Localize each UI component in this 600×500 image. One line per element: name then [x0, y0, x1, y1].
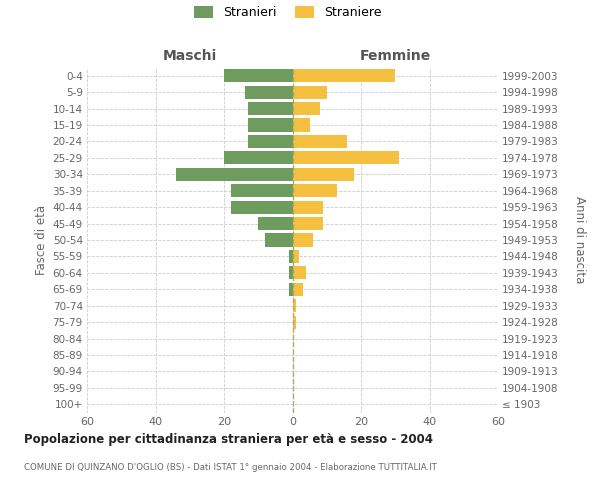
Bar: [293, 266, 306, 280]
Bar: [289, 282, 293, 296]
Bar: [176, 168, 293, 181]
Bar: [293, 135, 347, 148]
Text: Maschi: Maschi: [163, 48, 217, 62]
Bar: [289, 250, 293, 263]
Bar: [224, 69, 293, 82]
Text: Femmine: Femmine: [359, 48, 431, 62]
Bar: [293, 168, 354, 181]
Bar: [265, 234, 293, 246]
Bar: [293, 118, 310, 132]
Bar: [231, 184, 293, 198]
Bar: [293, 200, 323, 213]
Bar: [293, 282, 303, 296]
Bar: [293, 250, 299, 263]
Bar: [293, 234, 313, 246]
Bar: [248, 102, 293, 115]
Bar: [293, 86, 327, 98]
Bar: [293, 102, 320, 115]
Bar: [231, 200, 293, 213]
Bar: [293, 299, 296, 312]
Text: COMUNE DI QUINZANO D'OGLIO (BS) - Dati ISTAT 1° gennaio 2004 - Elaborazione TUTT: COMUNE DI QUINZANO D'OGLIO (BS) - Dati I…: [24, 462, 437, 471]
Bar: [289, 266, 293, 280]
Bar: [258, 217, 293, 230]
Bar: [224, 152, 293, 164]
Y-axis label: Anni di nascita: Anni di nascita: [573, 196, 586, 284]
Text: Popolazione per cittadinanza straniera per età e sesso - 2004: Popolazione per cittadinanza straniera p…: [24, 432, 433, 446]
Y-axis label: Fasce di età: Fasce di età: [35, 205, 49, 275]
Bar: [293, 184, 337, 198]
Bar: [293, 217, 323, 230]
Legend: Stranieri, Straniere: Stranieri, Straniere: [194, 6, 382, 19]
Bar: [248, 118, 293, 132]
Bar: [293, 69, 395, 82]
Bar: [245, 86, 293, 98]
Bar: [293, 152, 398, 164]
Bar: [293, 316, 296, 328]
Bar: [248, 135, 293, 148]
